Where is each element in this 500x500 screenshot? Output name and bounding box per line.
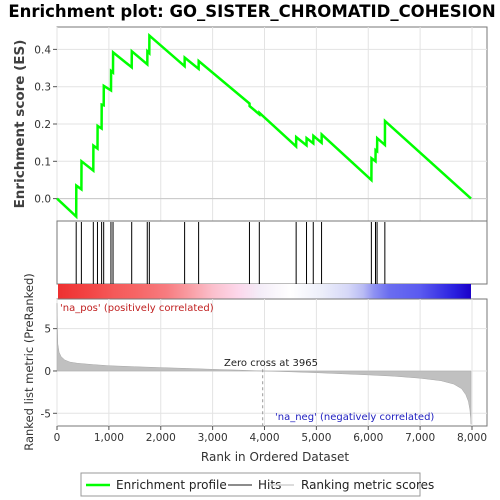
rank-color-bar	[58, 284, 471, 299]
x-tick-label: 3,000	[198, 432, 228, 444]
metric-tick-label: 5	[44, 324, 51, 336]
x-axis: 0 1,000 2,000 3,000 4,000 5,000 6,000 7,000 8,00…	[54, 426, 487, 444]
positive-correlation-label: 'na_pos' (positively correlated)	[60, 303, 214, 314]
metric-tick-label: 0	[44, 366, 51, 378]
hits-panel	[56, 220, 488, 285]
chart-title: Enrichment plot: GO_SISTER_CHROMATID_COH…	[8, 2, 495, 21]
es-axis-label: Enrichment score (ES)	[12, 40, 28, 209]
metric-y-ticks: -5 0 5	[41, 324, 57, 420]
negative-correlation-label: 'na_neg' (negatively correlated)	[275, 412, 434, 423]
x-tick-label: 8,000	[457, 432, 487, 444]
x-tick-label: 6,000	[353, 432, 383, 444]
zero-cross-label: Zero cross at 3965	[224, 358, 318, 369]
x-tick-label: 2,000	[146, 432, 176, 444]
legend-ranking-label: Ranking metric scores	[301, 478, 434, 492]
ranking-metric-area	[56, 303, 472, 425]
metric-tick-label: -5	[41, 408, 51, 420]
x-tick-label: 1,000	[94, 432, 124, 444]
es-tick-label: 0.3	[34, 82, 51, 94]
es-grid	[56, 27, 487, 221]
x-tick-label: 4,000	[249, 432, 279, 444]
enrichment-profile-line	[56, 32, 472, 220]
x-axis-label: Rank in Ordered Dataset	[201, 450, 349, 464]
legend-enrichment-label: Enrichment profile	[116, 478, 227, 492]
x-tick-label: 7,000	[405, 432, 435, 444]
es-tick-label: 0.1	[34, 156, 51, 168]
x-tick-label: 5,000	[301, 432, 331, 444]
es-y-ticks: 0.0 0.1 0.2 0.3 0.4	[34, 44, 57, 206]
legend-hits-label: Hits	[258, 478, 281, 492]
es-tick-label: 0.2	[34, 119, 51, 131]
es-tick-label: 0.0	[34, 194, 51, 206]
x-tick-label: 0	[54, 432, 61, 444]
es-tick-label: 0.4	[34, 44, 51, 56]
hit-marks	[75, 222, 386, 284]
metric-panel	[56, 298, 488, 427]
metric-axis-label: Ranked list metric (PreRanked)	[22, 273, 36, 451]
